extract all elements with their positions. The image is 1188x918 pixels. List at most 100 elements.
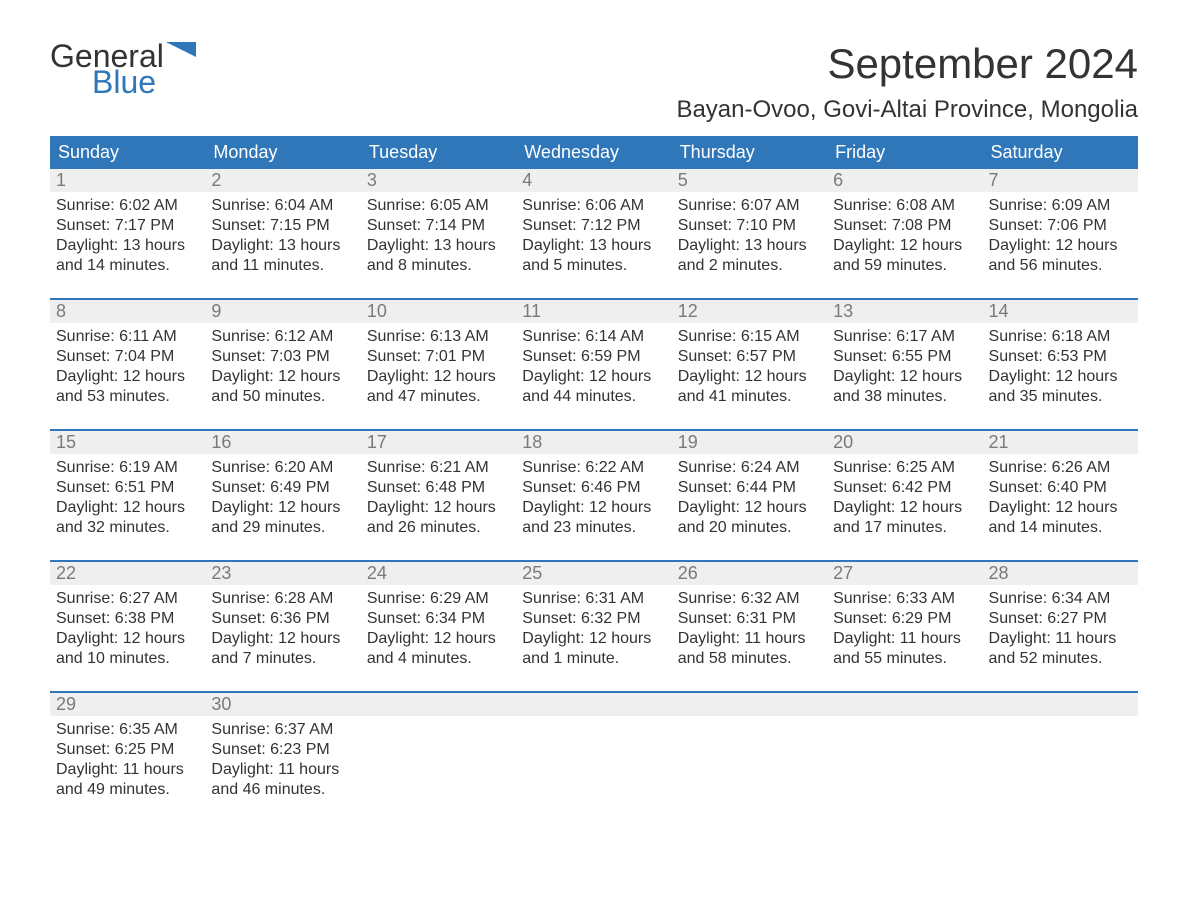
day-content: Sunrise: 6:15 AMSunset: 6:57 PMDaylight:… [672, 323, 827, 411]
day-number-empty [361, 693, 516, 716]
day-sunrise: Sunrise: 6:37 AM [211, 720, 354, 740]
day-d1: Daylight: 12 hours [522, 629, 665, 649]
day-d2: and 35 minutes. [989, 387, 1132, 407]
day-sunset: Sunset: 7:17 PM [56, 216, 199, 236]
day-content: Sunrise: 6:06 AMSunset: 7:12 PMDaylight:… [516, 192, 671, 280]
day-content: Sunrise: 6:27 AMSunset: 6:38 PMDaylight:… [50, 585, 205, 673]
day-content: Sunrise: 6:26 AMSunset: 6:40 PMDaylight:… [983, 454, 1138, 542]
day-sunrise: Sunrise: 6:24 AM [678, 458, 821, 478]
dow-wednesday: Wednesday [516, 136, 671, 167]
day-sunset: Sunset: 6:55 PM [833, 347, 976, 367]
day-cell: 27Sunrise: 6:33 AMSunset: 6:29 PMDayligh… [827, 562, 982, 673]
day-sunrise: Sunrise: 6:06 AM [522, 196, 665, 216]
day-sunrise: Sunrise: 6:15 AM [678, 327, 821, 347]
day-d2: and 50 minutes. [211, 387, 354, 407]
day-sunset: Sunset: 6:53 PM [989, 347, 1132, 367]
day-cell: 22Sunrise: 6:27 AMSunset: 6:38 PMDayligh… [50, 562, 205, 673]
day-cell: 28Sunrise: 6:34 AMSunset: 6:27 PMDayligh… [983, 562, 1138, 673]
day-number-empty [983, 693, 1138, 716]
day-d1: Daylight: 12 hours [211, 629, 354, 649]
day-cell: 20Sunrise: 6:25 AMSunset: 6:42 PMDayligh… [827, 431, 982, 542]
day-sunset: Sunset: 6:46 PM [522, 478, 665, 498]
day-cell: 17Sunrise: 6:21 AMSunset: 6:48 PMDayligh… [361, 431, 516, 542]
day-d1: Daylight: 12 hours [833, 367, 976, 387]
day-content: Sunrise: 6:08 AMSunset: 7:08 PMDaylight:… [827, 192, 982, 280]
day-d1: Daylight: 12 hours [56, 498, 199, 518]
day-sunset: Sunset: 6:32 PM [522, 609, 665, 629]
day-sunset: Sunset: 6:34 PM [367, 609, 510, 629]
day-cell: 23Sunrise: 6:28 AMSunset: 6:36 PMDayligh… [205, 562, 360, 673]
day-sunset: Sunset: 7:15 PM [211, 216, 354, 236]
day-sunrise: Sunrise: 6:33 AM [833, 589, 976, 609]
day-sunrise: Sunrise: 6:35 AM [56, 720, 199, 740]
day-sunset: Sunset: 6:42 PM [833, 478, 976, 498]
day-cell: 12Sunrise: 6:15 AMSunset: 6:57 PMDayligh… [672, 300, 827, 411]
day-d1: Daylight: 12 hours [56, 629, 199, 649]
day-sunrise: Sunrise: 6:21 AM [367, 458, 510, 478]
day-cell: 16Sunrise: 6:20 AMSunset: 6:49 PMDayligh… [205, 431, 360, 542]
day-sunrise: Sunrise: 6:20 AM [211, 458, 354, 478]
day-sunset: Sunset: 6:36 PM [211, 609, 354, 629]
location: Bayan-Ovoo, Govi-Altai Province, Mongoli… [676, 96, 1138, 124]
day-number: 10 [361, 300, 516, 323]
day-d2: and 47 minutes. [367, 387, 510, 407]
day-d2: and 29 minutes. [211, 518, 354, 538]
day-d1: Daylight: 12 hours [522, 498, 665, 518]
day-content: Sunrise: 6:07 AMSunset: 7:10 PMDaylight:… [672, 192, 827, 280]
day-d2: and 53 minutes. [56, 387, 199, 407]
calendar: SundayMondayTuesdayWednesdayThursdayFrid… [50, 136, 1138, 804]
day-d1: Daylight: 12 hours [678, 498, 821, 518]
day-content: Sunrise: 6:14 AMSunset: 6:59 PMDaylight:… [516, 323, 671, 411]
day-sunrise: Sunrise: 6:32 AM [678, 589, 821, 609]
day-d1: Daylight: 13 hours [211, 236, 354, 256]
day-sunset: Sunset: 7:10 PM [678, 216, 821, 236]
day-cell: 30Sunrise: 6:37 AMSunset: 6:23 PMDayligh… [205, 693, 360, 804]
day-content: Sunrise: 6:20 AMSunset: 6:49 PMDaylight:… [205, 454, 360, 542]
day-cell: 8Sunrise: 6:11 AMSunset: 7:04 PMDaylight… [50, 300, 205, 411]
day-sunrise: Sunrise: 6:28 AM [211, 589, 354, 609]
day-d2: and 44 minutes. [522, 387, 665, 407]
day-cell: 14Sunrise: 6:18 AMSunset: 6:53 PMDayligh… [983, 300, 1138, 411]
day-sunset: Sunset: 6:40 PM [989, 478, 1132, 498]
day-cell: 19Sunrise: 6:24 AMSunset: 6:44 PMDayligh… [672, 431, 827, 542]
day-cell: 3Sunrise: 6:05 AMSunset: 7:14 PMDaylight… [361, 169, 516, 280]
day-sunset: Sunset: 6:38 PM [56, 609, 199, 629]
day-number: 18 [516, 431, 671, 454]
day-sunrise: Sunrise: 6:17 AM [833, 327, 976, 347]
day-sunset: Sunset: 7:08 PM [833, 216, 976, 236]
day-d1: Daylight: 12 hours [833, 236, 976, 256]
dow-row: SundayMondayTuesdayWednesdayThursdayFrid… [50, 136, 1138, 167]
day-content: Sunrise: 6:28 AMSunset: 6:36 PMDaylight:… [205, 585, 360, 673]
day-sunrise: Sunrise: 6:27 AM [56, 589, 199, 609]
day-d1: Daylight: 13 hours [367, 236, 510, 256]
day-d2: and 20 minutes. [678, 518, 821, 538]
day-sunset: Sunset: 7:14 PM [367, 216, 510, 236]
day-d1: Daylight: 12 hours [211, 498, 354, 518]
day-sunrise: Sunrise: 6:34 AM [989, 589, 1132, 609]
day-sunrise: Sunrise: 6:31 AM [522, 589, 665, 609]
day-sunset: Sunset: 6:44 PM [678, 478, 821, 498]
day-d1: Daylight: 13 hours [56, 236, 199, 256]
dow-thursday: Thursday [672, 136, 827, 167]
day-sunrise: Sunrise: 6:08 AM [833, 196, 976, 216]
day-d1: Daylight: 12 hours [989, 367, 1132, 387]
day-content: Sunrise: 6:22 AMSunset: 6:46 PMDaylight:… [516, 454, 671, 542]
day-number: 12 [672, 300, 827, 323]
day-sunrise: Sunrise: 6:29 AM [367, 589, 510, 609]
day-d2: and 55 minutes. [833, 649, 976, 669]
dow-sunday: Sunday [50, 136, 205, 167]
day-d1: Daylight: 12 hours [989, 236, 1132, 256]
day-content: Sunrise: 6:37 AMSunset: 6:23 PMDaylight:… [205, 716, 360, 804]
day-content: Sunrise: 6:19 AMSunset: 6:51 PMDaylight:… [50, 454, 205, 542]
day-d2: and 41 minutes. [678, 387, 821, 407]
day-sunset: Sunset: 6:57 PM [678, 347, 821, 367]
day-number: 22 [50, 562, 205, 585]
day-cell: 1Sunrise: 6:02 AMSunset: 7:17 PMDaylight… [50, 169, 205, 280]
day-number: 3 [361, 169, 516, 192]
page-title: September 2024 [676, 40, 1138, 88]
day-sunset: Sunset: 6:29 PM [833, 609, 976, 629]
day-number: 14 [983, 300, 1138, 323]
day-sunrise: Sunrise: 6:12 AM [211, 327, 354, 347]
day-d1: Daylight: 11 hours [833, 629, 976, 649]
day-sunset: Sunset: 6:25 PM [56, 740, 199, 760]
